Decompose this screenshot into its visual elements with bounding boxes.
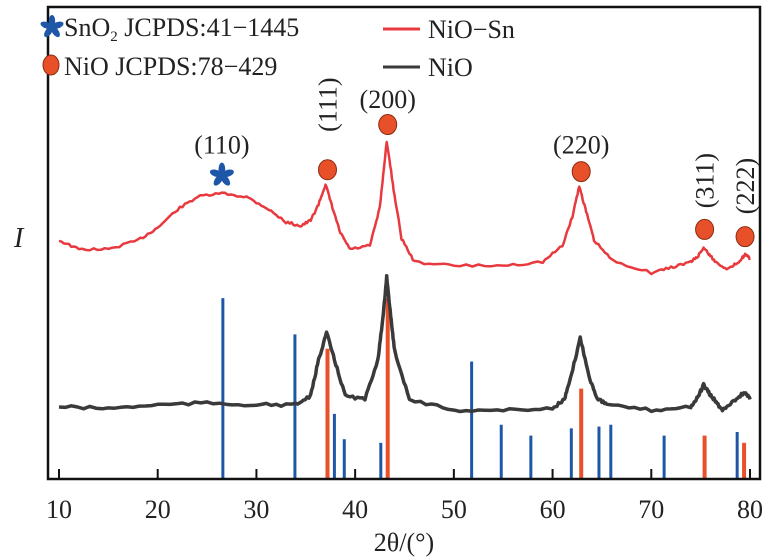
legend-reference: SnO2 JCPDS:41−1445 NiO JCPDS:78−429 [40,13,299,81]
nio-peak-circle-icon [318,159,338,181]
x-tick-label: 70 [638,495,664,524]
peak-label: (222) [731,158,760,214]
peak-label: (311) [691,153,720,208]
x-tick-label: 40 [342,495,368,524]
peak-label: (110) [194,130,249,159]
peak-label: (111) [314,77,343,131]
nio-peak-circle-icon [571,161,591,183]
nio-curve [58,274,752,414]
legend-nio-label: NiO [428,53,473,82]
peak-annotations: (110) (111) (200) (220) (311) (222) [194,77,760,248]
curves [58,140,752,414]
x-axis-label: 2θ/(°) [374,528,434,557]
x-tick-label: 60 [540,495,566,524]
asterisk-icon [40,15,64,38]
legend-nio-ref-label: NiO JCPDS:78−429 [64,52,277,81]
x-axis: 10 20 30 40 50 60 70 80 [46,469,763,524]
x-tick-label: 10 [46,495,72,524]
legend-sno2-label: SnO2 JCPDS:41−1445 [64,13,299,45]
sno2-peak-asterisk-icon [209,162,234,186]
plot-frame [46,5,762,481]
circle-icon [42,54,60,76]
legend-series: NiO−Sn NiO [383,15,515,82]
x-tick-label: 80 [737,495,763,524]
x-tick-label: 20 [145,495,171,524]
nio-sn-curve [58,140,751,276]
x-tick-label: 50 [441,495,467,524]
nio-peak-circle-icon [695,218,715,240]
peak-label: (220) [553,130,609,159]
y-axis-label: I [13,223,25,254]
nio-peak-circle-icon [378,114,398,136]
nio-peak-circle-icon [735,226,755,248]
x-tick-label: 30 [243,495,269,524]
legend-nio-sn-label: NiO−Sn [428,15,515,44]
peak-label: (200) [360,85,416,114]
reference-lines [221,298,747,479]
